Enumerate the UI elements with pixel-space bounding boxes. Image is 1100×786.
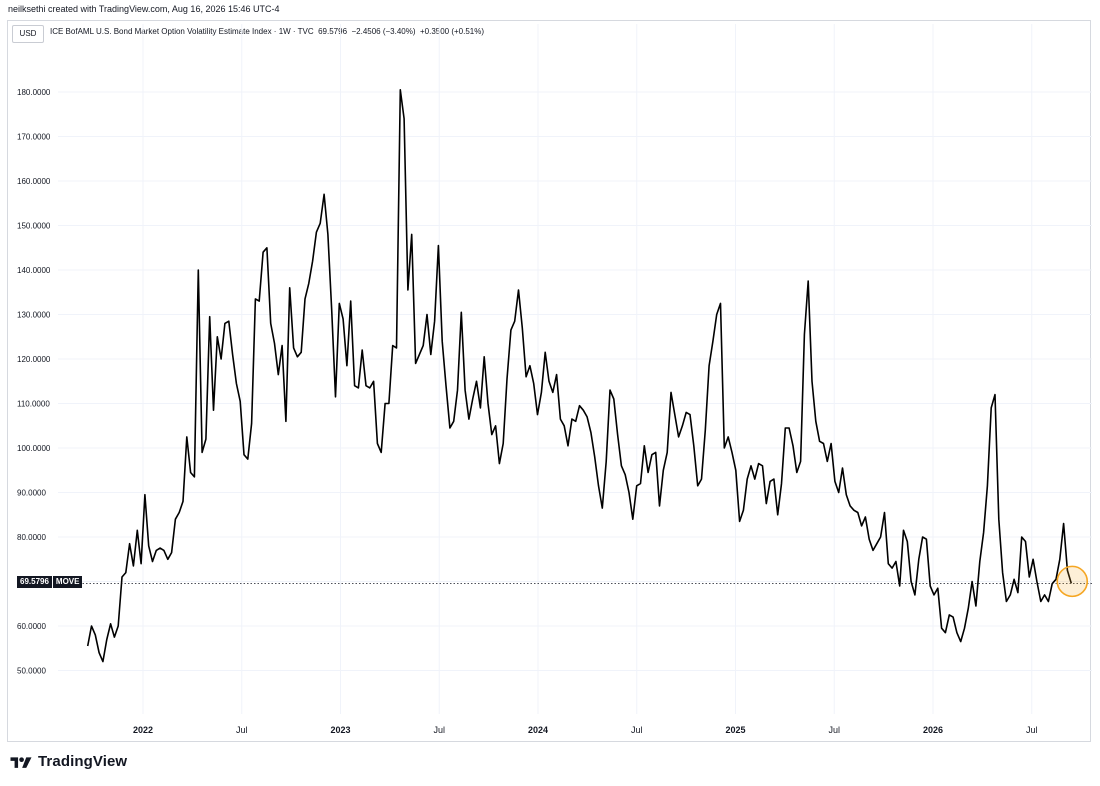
x-tick-label: Jul: [828, 725, 840, 735]
legend-last-value: 69.5796: [318, 27, 348, 36]
y-tick-label: 60.0000: [17, 622, 46, 631]
legend-change: −2.4506 (−3.40%): [351, 27, 416, 36]
x-tick-label: 2025: [725, 725, 745, 735]
x-tick-label: Jul: [1026, 725, 1038, 735]
x-tick-label: 2026: [923, 725, 943, 735]
x-tick-label: Jul: [631, 725, 643, 735]
y-tick-label: 170.0000: [17, 133, 51, 142]
chart-attribution: neilksethi created with TradingView.com,…: [8, 4, 280, 14]
currency-button[interactable]: USD: [12, 25, 44, 43]
x-tick-label: 2022: [133, 725, 153, 735]
tradingview-brand[interactable]: TradingView: [10, 753, 127, 770]
x-tick-label: Jul: [433, 725, 445, 735]
tradingview-logo-icon: [10, 756, 32, 768]
last-price-value: 69.5796: [17, 576, 52, 588]
symbol-legend[interactable]: ICE BofAML U.S. Bond Market Option Volat…: [50, 27, 484, 36]
legend-extra-change: +0.3500 (+0.51%): [419, 27, 485, 36]
y-tick-label: 110.0000: [17, 400, 50, 409]
y-tick-label: 140.0000: [17, 266, 51, 275]
y-tick-label: 130.0000: [17, 311, 51, 320]
y-tick-label: 90.0000: [17, 489, 46, 498]
y-tick-label: 180.0000: [17, 88, 51, 97]
x-tick-label: Jul: [236, 725, 248, 735]
x-tick-label: 2024: [528, 725, 548, 735]
brand-name: TradingView: [38, 753, 128, 770]
last-price-symbol: MOVE: [52, 576, 83, 588]
y-tick-label: 150.0000: [17, 222, 51, 231]
series-line: [86, 89, 1073, 663]
chart-pane[interactable]: [7, 20, 1091, 742]
y-tick-label: 160.0000: [17, 177, 51, 186]
y-tick-label: 50.0000: [17, 667, 46, 676]
y-tick-label: 100.0000: [17, 444, 51, 453]
legend-symbol-name: ICE BofAML U.S. Bond Market Option Volat…: [50, 27, 314, 36]
last-price-tag: 69.5796 MOVE: [17, 576, 83, 588]
x-tick-label: 2023: [330, 725, 350, 735]
y-tick-label: 80.0000: [17, 533, 46, 542]
y-tick-label: 120.0000: [17, 355, 51, 364]
last-point-highlight-circle: [1056, 565, 1089, 598]
